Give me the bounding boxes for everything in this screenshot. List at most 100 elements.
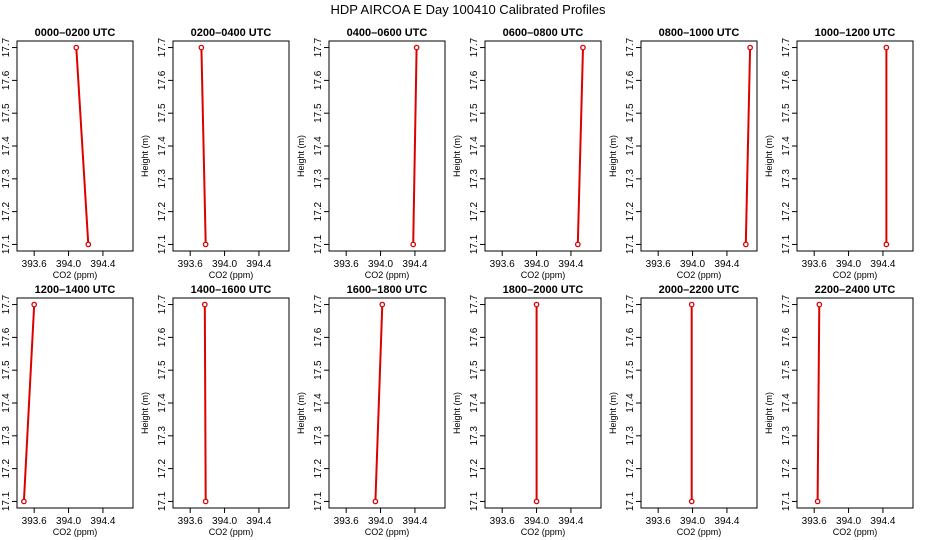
x-tick-label: 394.4 (870, 516, 895, 527)
profile-line (203, 304, 207, 502)
plot-frame (16, 297, 134, 509)
x-axis-label: CO2 (ppm) (53, 527, 98, 537)
y-tick-label: 17.6 (625, 70, 636, 90)
profile-point (198, 44, 205, 51)
x-tick-label: 394.4 (870, 259, 895, 270)
plot-frame (16, 40, 134, 252)
profile-point (883, 241, 890, 248)
panel-4: 0600–0800 UTC 393.6 394.0 394.4 17.1 17.2 17.3… (452, 27, 602, 280)
y-tick-label: 17.6 (157, 70, 168, 90)
profile-point (413, 44, 420, 51)
profile-point (372, 498, 379, 505)
y-tick-label: 17.2 (625, 201, 636, 221)
y-tick-label: 17.2 (781, 458, 792, 478)
y-axis-label: Height (m) (140, 392, 150, 434)
x-tick-label: 394.4 (402, 516, 427, 527)
panel-10: 1800–2000 UTC 393.6 394.0 394.4 17.1 17.2 17.3… (452, 284, 602, 537)
x-tick-label: 393.6 (646, 259, 671, 270)
y-tick-label: 17.1 (1, 491, 12, 511)
y-tick-label: 17.5 (781, 360, 792, 380)
y-tick-label: 17.7 (625, 294, 636, 314)
y-tick-label: 17.5 (313, 360, 324, 380)
y-tick-label: 17.2 (313, 201, 324, 221)
y-tick-label: 17.4 (157, 393, 168, 413)
y-tick-label: 17.5 (469, 360, 480, 380)
x-axis-label: CO2 (ppm) (209, 270, 254, 280)
y-tick-label: 17.4 (781, 393, 792, 413)
x-tick-label: 394.0 (524, 516, 549, 527)
y-tick-label: 17.1 (1, 234, 12, 254)
y-axis-label: Height (m) (296, 135, 306, 177)
x-tick-label: 394.0 (836, 259, 861, 270)
x-tick-label: 394.4 (558, 259, 583, 270)
profile-point (379, 301, 386, 308)
panel-title: 0400–0600 UTC (347, 27, 428, 39)
x-tick-label: 394.4 (714, 259, 739, 270)
x-axis-label: CO2 (ppm) (521, 527, 566, 537)
panel-title: 1800–2000 UTC (503, 284, 584, 296)
y-tick-label: 17.3 (781, 169, 792, 189)
plot-frame (172, 40, 290, 252)
y-tick-label: 17.6 (1, 70, 12, 90)
y-tick-label: 17.3 (1, 169, 12, 189)
y-tick-label: 17.7 (157, 37, 168, 57)
x-axis-label: CO2 (ppm) (209, 527, 254, 537)
y-tick-label: 17.7 (469, 294, 480, 314)
panel-7: 1200–1400 UTC 393.6 394.0 394.4 17.1 17.2 17.3… (1, 284, 134, 537)
y-tick-label: 17.7 (469, 37, 480, 57)
y-tick-label: 17.4 (157, 136, 168, 156)
y-tick-label: 17.2 (1, 458, 12, 478)
y-tick-label: 17.2 (781, 201, 792, 221)
x-tick-label: 394.4 (558, 516, 583, 527)
plot-frame (172, 297, 290, 509)
y-tick-label: 17.7 (1, 294, 12, 314)
x-axis-label: CO2 (ppm) (53, 270, 98, 280)
y-tick-label: 17.1 (157, 234, 168, 254)
y-tick-label: 17.7 (781, 294, 792, 314)
x-tick-label: 393.6 (802, 259, 827, 270)
y-axis-label: Height (m) (296, 392, 306, 434)
x-tick-label: 393.6 (22, 259, 47, 270)
panel-title: 1400–1600 UTC (191, 284, 272, 296)
panel-title: 2200–2400 UTC (815, 284, 896, 296)
profile-point (747, 44, 753, 51)
y-tick-label: 17.1 (469, 491, 480, 511)
x-axis-label: CO2 (ppm) (677, 527, 722, 537)
plot-frame (796, 297, 914, 509)
y-tick-label: 17.3 (625, 169, 636, 189)
panel-12: 2200–2400 UTC 393.6 394.0 394.4 17.1 17.2 17.3… (764, 284, 914, 537)
y-tick-label: 17.1 (313, 234, 324, 254)
panel-title: 1600–1800 UTC (347, 284, 428, 296)
y-tick-label: 17.1 (157, 491, 168, 511)
x-tick-label: 394.4 (246, 259, 271, 270)
y-tick-label: 17.1 (781, 234, 792, 254)
y-tick-label: 17.3 (157, 169, 168, 189)
y-tick-label: 17.3 (469, 169, 480, 189)
y-tick-label: 17.1 (625, 234, 636, 254)
y-tick-label: 17.6 (157, 327, 168, 347)
y-tick-label: 17.2 (157, 458, 168, 478)
panel-title: 2000–2200 UTC (659, 284, 740, 296)
y-tick-label: 17.7 (1, 37, 12, 57)
y-tick-label: 17.4 (625, 136, 636, 156)
panel-2: 0200–0400 UTC 393.6 394.0 394.4 17.1 17.2 17.3… (140, 27, 290, 280)
x-tick-label: 394.0 (56, 259, 81, 270)
x-tick-label: 394.0 (56, 516, 81, 527)
x-tick-label: 393.6 (178, 259, 203, 270)
y-tick-label: 17.1 (313, 491, 324, 511)
y-tick-label: 17.5 (157, 103, 168, 123)
profile-point (688, 301, 695, 308)
profile-point (742, 241, 749, 248)
y-tick-label: 17.6 (781, 327, 792, 347)
panel-title: 0600–0800 UTC (503, 27, 584, 39)
plot-frame (484, 297, 602, 509)
panel-title: 0800–1000 UTC (659, 27, 740, 39)
y-tick-label: 17.5 (625, 103, 636, 123)
y-tick-label: 17.5 (1, 103, 12, 123)
y-axis-label: Height (m) (452, 135, 462, 177)
y-tick-label: 17.2 (625, 458, 636, 478)
x-tick-label: 394.4 (714, 516, 739, 527)
y-tick-label: 17.4 (781, 136, 792, 156)
plot-frame (328, 297, 446, 509)
